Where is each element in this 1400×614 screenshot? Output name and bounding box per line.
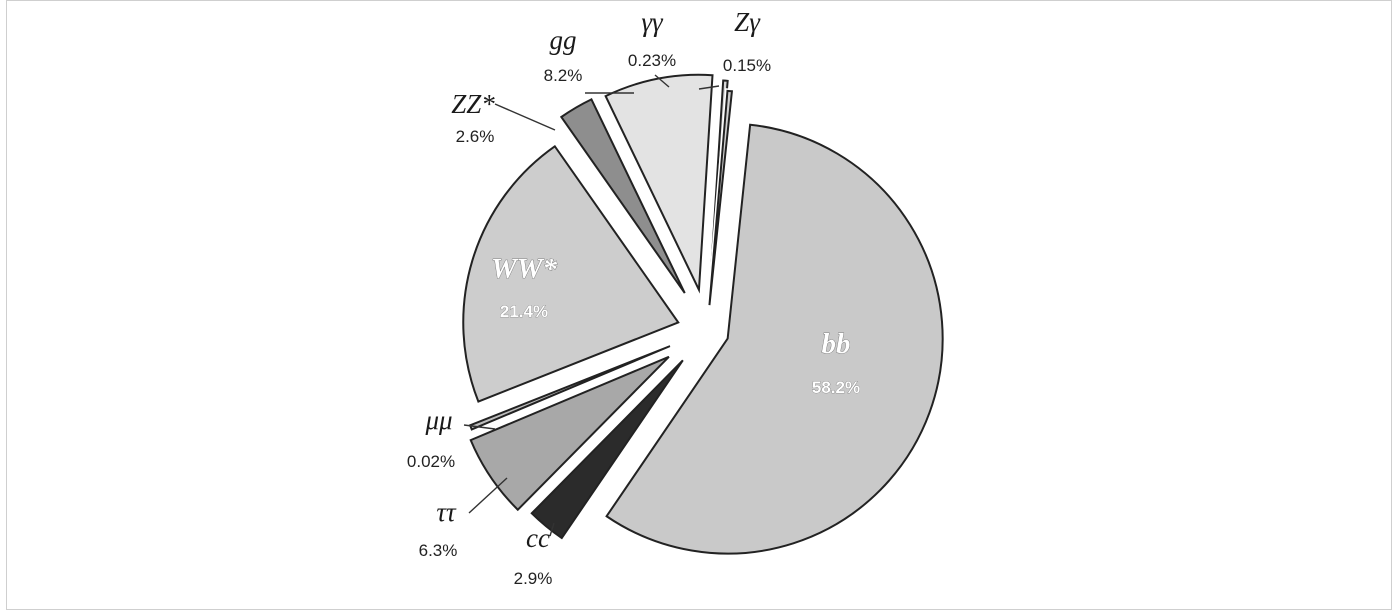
leader-line xyxy=(468,477,508,514)
slice-percent-label: 0.15% xyxy=(723,56,771,75)
pie-slice-3 xyxy=(469,355,670,512)
pie-slice-9 xyxy=(708,89,734,306)
slice-percent-label: 8.2% xyxy=(544,66,583,85)
slice-percent-label: 0.02% xyxy=(407,452,455,471)
leader-lines xyxy=(463,74,720,537)
slice-name-label: γγ xyxy=(641,7,664,37)
pie-slice-2 xyxy=(530,359,684,540)
slice-name-label: WW* xyxy=(491,253,558,285)
leader-line xyxy=(463,424,496,430)
slice-percent-label: 2.9% xyxy=(514,569,553,588)
slice-percent-label: 2.6% xyxy=(456,127,495,146)
slice-percent-label: 0.23% xyxy=(628,51,676,70)
slice-name-label: μμ xyxy=(424,405,452,435)
chart-frame: bb 58.2% cc 2.9% ττ 6.3% μμ 0.02% WW* 21.4% ZZ* 2.6… xyxy=(6,0,1392,610)
slice-name-label: bb xyxy=(822,328,851,360)
pie-slice-6 xyxy=(559,98,686,294)
leader-line xyxy=(549,522,555,537)
slice-percent-label: 58.2% xyxy=(812,378,860,397)
pie-slices xyxy=(460,72,946,556)
leader-line xyxy=(698,85,720,90)
slice-percent-label: 21.4% xyxy=(500,302,548,321)
slice-name-label: gg xyxy=(550,25,577,55)
pie-slice-1 xyxy=(605,123,944,555)
slice-name-label: cc xyxy=(526,523,550,553)
pie-slice-5 xyxy=(462,144,680,403)
pie-chart: bb 58.2% cc 2.9% ττ 6.3% μμ 0.02% WW* 21.4% ZZ* 2.6… xyxy=(407,7,946,588)
slice-percent-label: 6.3% xyxy=(419,541,458,560)
slice-name-label: ττ xyxy=(436,497,457,527)
leader-line xyxy=(654,74,670,88)
slice-labels: bb 58.2% cc 2.9% ττ 6.3% μμ 0.02% WW* 21.4% ZZ* 2.6… xyxy=(407,7,861,588)
slice-name-label: ZZ* xyxy=(451,89,495,119)
leader-line xyxy=(494,103,556,131)
slice-name-label: Zγ xyxy=(734,7,761,37)
pie-slice-7 xyxy=(604,73,714,294)
